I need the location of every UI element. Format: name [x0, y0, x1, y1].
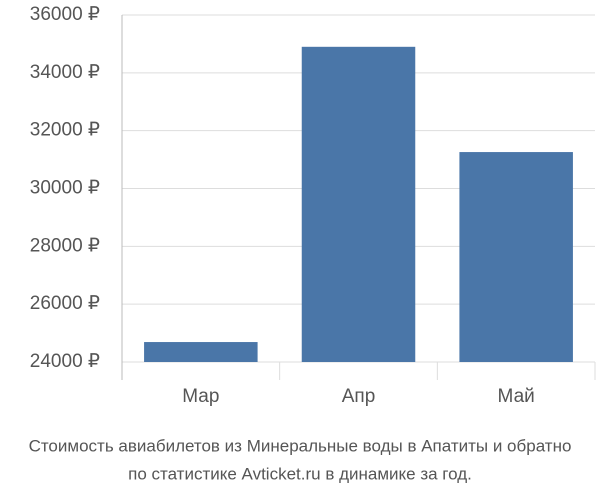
x-tick-label: Май — [498, 386, 535, 407]
y-tick-label: 34000 ₽ — [30, 62, 100, 83]
y-tick-label: 28000 ₽ — [30, 235, 100, 256]
y-tick-label: 32000 ₽ — [30, 120, 100, 141]
bar — [144, 342, 258, 362]
y-tick-label: 26000 ₽ — [30, 293, 100, 314]
y-tick-label: 36000 ₽ — [30, 4, 100, 25]
y-tick-label: 24000 ₽ — [30, 351, 100, 372]
bar — [459, 152, 573, 362]
x-tick-label: Мар — [182, 386, 219, 407]
chart-title: по статистике Avticket.ru в динамике за … — [128, 464, 472, 483]
y-tick-label: 30000 ₽ — [30, 178, 100, 199]
chart-title: Стоимость авиабилетов из Минеральные вод… — [29, 436, 572, 455]
x-tick-label: Апр — [342, 386, 376, 407]
bar — [301, 46, 416, 362]
